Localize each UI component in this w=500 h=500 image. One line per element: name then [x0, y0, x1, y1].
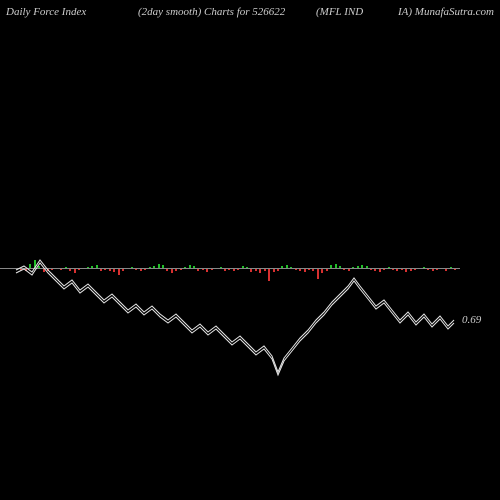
header-seg-3: IA) MunafaSutra.com: [398, 6, 494, 18]
chart-area: 0.69: [0, 20, 500, 500]
price-polyline-shadow: [16, 263, 454, 375]
price-polyline-main: [16, 260, 454, 372]
header-seg-1: (2day smooth) Charts for 526622: [138, 6, 285, 18]
last-value-label: 0.69: [462, 314, 481, 326]
header-seg-2: (MFL IND: [316, 6, 363, 18]
header-seg-0: Daily Force Index: [6, 6, 86, 18]
price-line: [0, 20, 500, 500]
